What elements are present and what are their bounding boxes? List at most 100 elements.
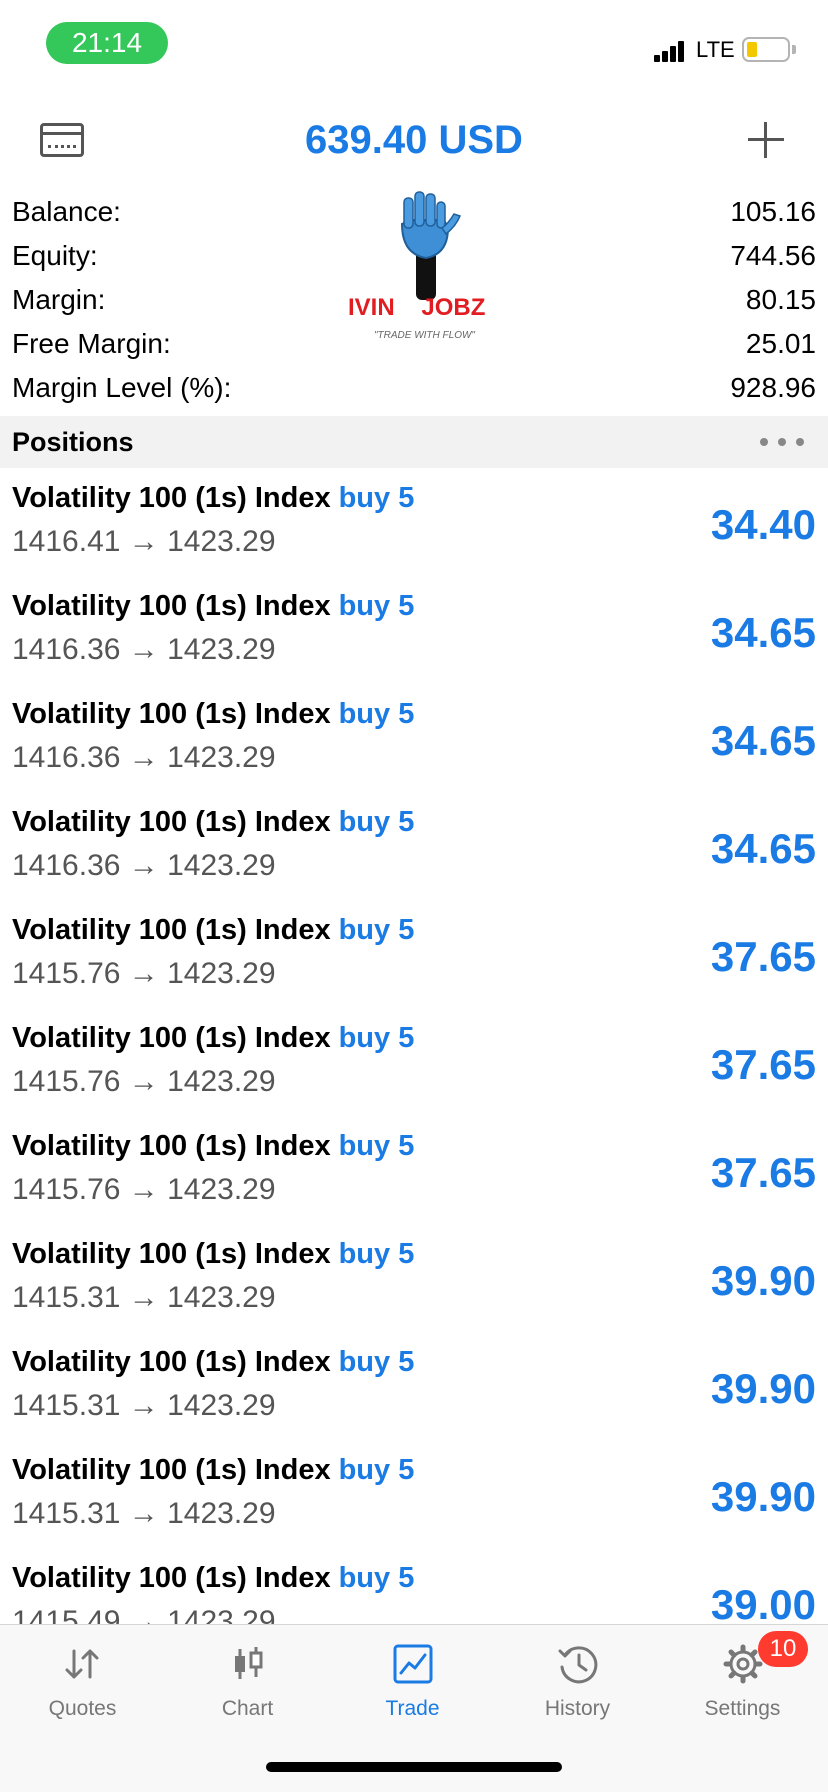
position-profit: 34.65	[710, 609, 816, 656]
position-side: buy 5	[338, 914, 415, 946]
position-symbol: Volatility 100 (1s) Index	[12, 806, 331, 838]
trade-chart-icon	[393, 1644, 433, 1684]
position-symbol: Volatility 100 (1s) Index	[12, 914, 331, 946]
candlestick-icon	[235, 1647, 263, 1679]
position-side: buy 5	[338, 1238, 415, 1270]
logo-tagline: "TRADE WITH FLOW"	[374, 330, 475, 341]
network-type: LTE	[696, 37, 735, 62]
trade-header: 639.40 USD	[0, 100, 828, 180]
position-row[interactable]: Volatility 100 (1s) Index buy 5 1415.76 →…	[0, 1116, 828, 1224]
position-row[interactable]: Volatility 100 (1s) Index buy 5 1415.31 →…	[0, 1332, 828, 1440]
cellular-signal-icon	[654, 40, 686, 62]
summary-row-margin: Margin: 80.15	[12, 278, 816, 322]
home-indicator[interactable]	[266, 1762, 562, 1772]
tab-quotes[interactable]: Quotes	[0, 1625, 165, 1735]
summary-value: 744.56	[730, 240, 816, 271]
position-prices: 1416.36 → 1423.29	[12, 633, 276, 666]
tab-settings[interactable]: Settings	[660, 1625, 825, 1735]
position-symbol: Volatility 100 (1s) Index	[12, 1346, 331, 1378]
position-symbol: Volatility 100 (1s) Index	[12, 1130, 331, 1162]
positions-list[interactable]: Volatility 100 (1s) Index buy 5 1416.41 →…	[0, 468, 828, 1624]
position-profit: 39.90	[710, 1365, 816, 1412]
position-row[interactable]: Volatility 100 (1s) Index buy 5 1415.76 →…	[0, 1008, 828, 1116]
position-symbol: Volatility 100 (1s) Index	[12, 1238, 331, 1270]
summary-label: Margin Level (%):	[12, 372, 232, 403]
summary-value: 80.15	[745, 284, 816, 315]
position-row[interactable]: Volatility 100 (1s) Index buy 5 1416.41 →…	[0, 468, 828, 576]
summary-row-balance: Balance: 105.16	[12, 190, 816, 234]
tab-label: Quotes	[48, 1697, 117, 1720]
position-side: buy 5	[338, 698, 415, 730]
position-side: buy 5	[338, 1454, 415, 1486]
position-symbol: Volatility 100 (1s) Index	[12, 482, 331, 514]
position-side: buy 5	[338, 482, 415, 514]
position-prices: 1415.76 → 1423.29	[12, 1065, 276, 1098]
tab-label: Trade	[385, 1697, 440, 1720]
position-prices: 1415.76 → 1423.29	[12, 1173, 276, 1206]
position-row[interactable]: Volatility 100 (1s) Index buy 5 1415.76 →…	[0, 900, 828, 1008]
position-symbol: Volatility 100 (1s) Index	[12, 590, 331, 622]
hand-logo-icon	[400, 191, 461, 300]
tab-label: Settings	[704, 1697, 781, 1720]
position-profit: 37.65	[710, 1041, 816, 1088]
position-side: buy 5	[338, 590, 415, 622]
position-row[interactable]: Volatility 100 (1s) Index buy 5 1416.36 →…	[0, 684, 828, 792]
position-prices: 1416.36 → 1423.29	[12, 741, 276, 774]
position-profit: 39.90	[710, 1257, 816, 1304]
summary-row-equity: Equity: 744.56	[12, 234, 816, 278]
position-symbol: Volatility 100 (1s) Index	[12, 1454, 331, 1486]
position-side: buy 5	[338, 806, 415, 838]
position-prices: 1416.41 → 1423.29	[12, 525, 276, 558]
new-order-plus-icon[interactable]	[748, 122, 784, 158]
position-symbol: Volatility 100 (1s) Index	[12, 1562, 331, 1594]
settings-notification-badge: 10	[758, 1631, 808, 1667]
position-profit: 37.65	[710, 933, 816, 980]
summary-row-free-margin: Free Margin: 25.01	[12, 322, 816, 366]
more-options-icon[interactable]	[760, 438, 804, 446]
tab-trade[interactable]: Trade	[330, 1625, 495, 1735]
position-row[interactable]: Volatility 100 (1s) Index buy 5 1415.49 →…	[0, 1548, 828, 1624]
position-prices: 1415.49 → 1423.29	[12, 1605, 276, 1624]
summary-value: 105.16	[730, 196, 816, 227]
position-row[interactable]: Volatility 100 (1s) Index buy 5 1416.36 →…	[0, 576, 828, 684]
position-row[interactable]: Volatility 100 (1s) Index buy 5 1415.31 →…	[0, 1440, 828, 1548]
header-balance: 639.40 USD	[305, 118, 523, 162]
history-clock-icon	[558, 1646, 598, 1684]
summary-label: Balance:	[12, 196, 121, 227]
position-side: buy 5	[338, 1346, 415, 1378]
account-card-icon[interactable]	[40, 123, 84, 157]
status-bar: 21:14 LTE	[0, 0, 828, 90]
summary-label: Free Margin:	[12, 328, 171, 359]
position-profit: 34.65	[710, 825, 816, 872]
status-time: 21:14	[46, 22, 168, 64]
battery-icon	[742, 37, 790, 62]
position-prices: 1415.76 → 1423.29	[12, 957, 276, 990]
positions-section-header: Positions	[0, 416, 828, 468]
positions-title: Positions	[12, 427, 134, 457]
position-symbol: Volatility 100 (1s) Index	[12, 698, 331, 730]
tab-label: History	[544, 1697, 611, 1720]
position-side: buy 5	[338, 1562, 415, 1594]
summary-label: Equity:	[12, 240, 98, 271]
position-prices: 1415.31 → 1423.29	[12, 1281, 276, 1314]
position-row[interactable]: Volatility 100 (1s) Index buy 5 1415.31 →…	[0, 1224, 828, 1332]
tab-chart[interactable]: Chart	[165, 1625, 330, 1735]
position-side: buy 5	[338, 1022, 415, 1054]
position-side: buy 5	[338, 1130, 415, 1162]
position-row[interactable]: Volatility 100 (1s) Index buy 5 1416.36 →…	[0, 792, 828, 900]
position-profit: 37.65	[710, 1149, 816, 1196]
position-prices: 1415.31 → 1423.29	[12, 1389, 276, 1422]
position-profit: 34.40	[710, 501, 816, 548]
tab-history[interactable]: History	[495, 1625, 660, 1735]
gear-icon	[723, 1644, 763, 1684]
position-profit: 39.90	[710, 1473, 816, 1520]
battery-tip	[792, 45, 796, 54]
position-profit: 34.65	[710, 717, 816, 764]
logo-lettering: IVIN JOBZ	[348, 294, 486, 321]
position-prices: 1415.31 → 1423.29	[12, 1497, 276, 1530]
summary-value: 928.96	[730, 372, 816, 403]
position-prices: 1416.36 → 1423.29	[12, 849, 276, 882]
account-summary: Balance: 105.16 Equity: 744.56 Margin: 8…	[0, 190, 828, 410]
tab-label: Chart	[221, 1697, 274, 1720]
ivin-jobz-logo: IVIN JOBZ "TRADE WITH FLOW"	[340, 190, 512, 350]
